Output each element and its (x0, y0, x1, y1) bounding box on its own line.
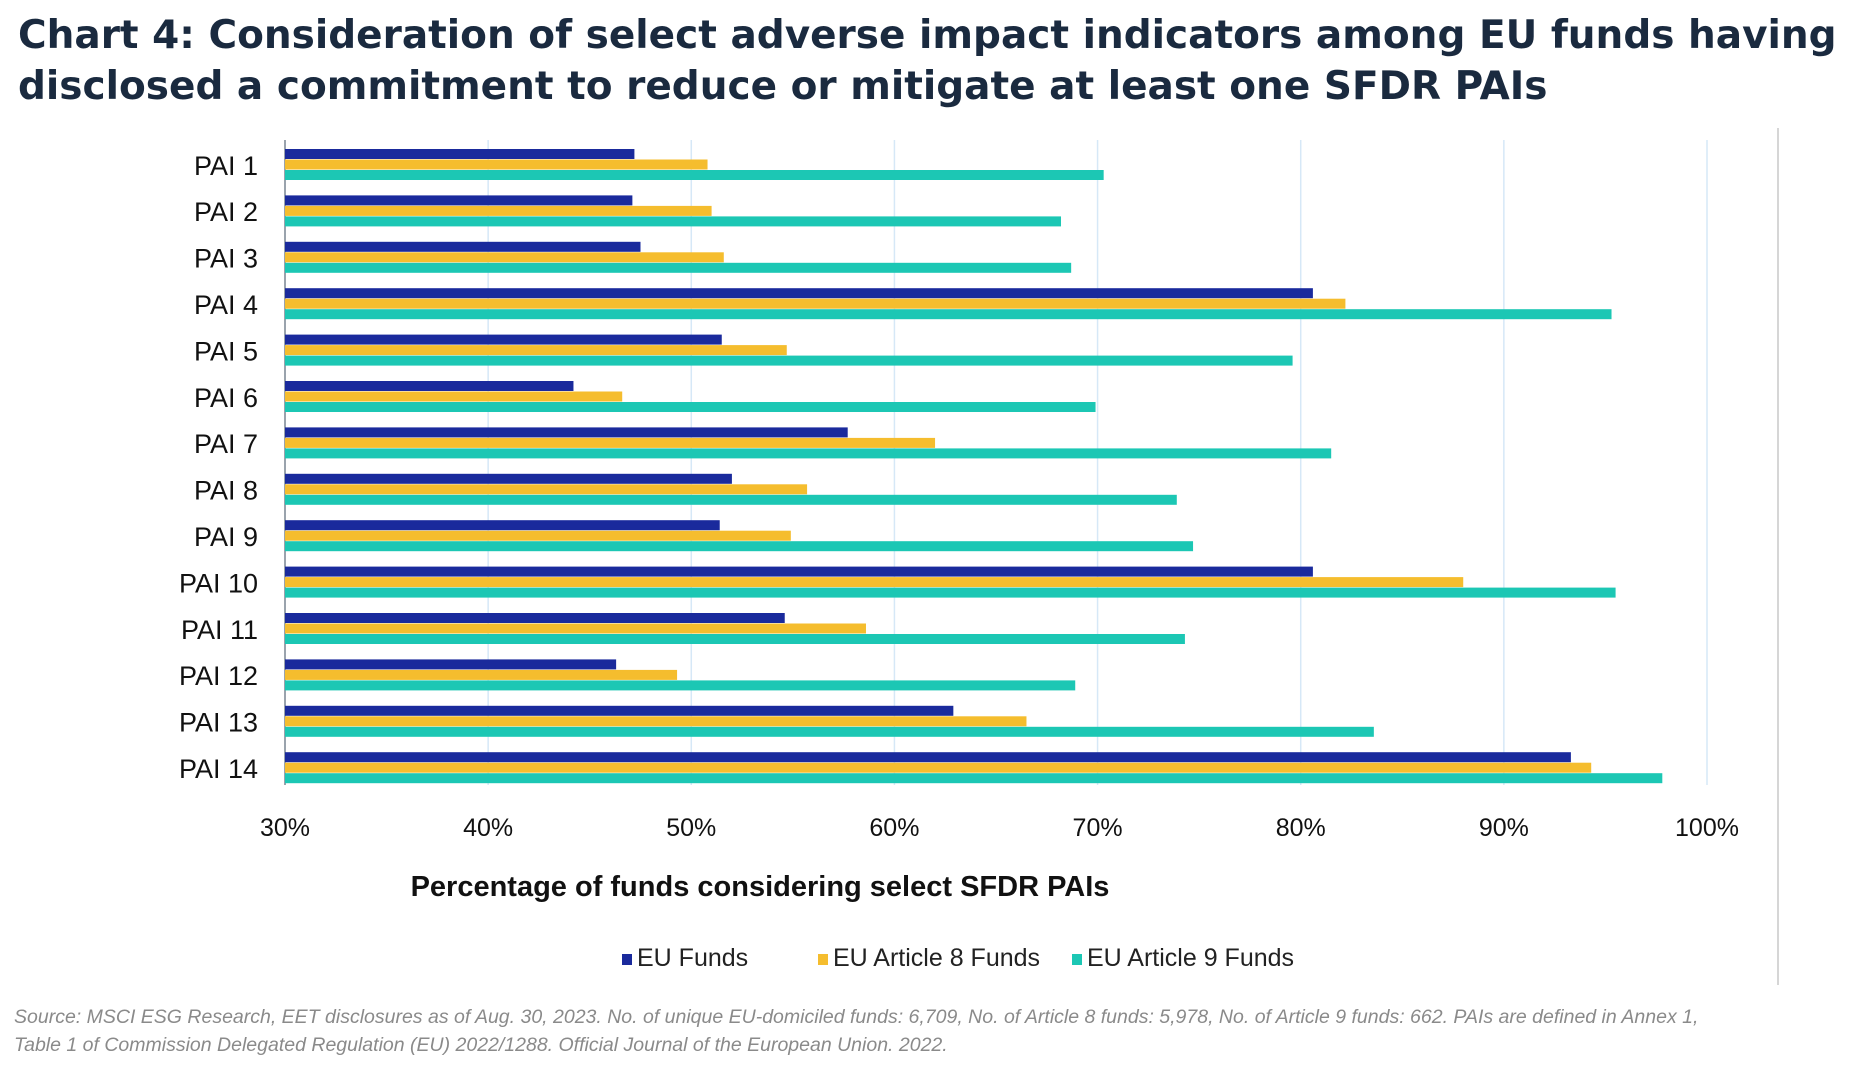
bar-pai-12-eu-article-8-funds (285, 669, 678, 680)
x-tick-label: 100% (1675, 814, 1739, 842)
bar-pai-8-eu-funds (285, 473, 732, 484)
category-label: PAI 2 (194, 197, 258, 227)
category-label: PAI 7 (194, 429, 258, 459)
bar-pai-11-eu-article-9-funds (285, 634, 1185, 644)
bar-pai-10-eu-article-9-funds (285, 587, 1616, 598)
bar-pai-8-eu-article-8-funds (285, 484, 808, 495)
chart-title: Chart 4: Consideration of select adverse… (18, 10, 1848, 112)
bar-pai-11-eu-article-8-funds (285, 623, 866, 634)
legend-label: EU Funds (637, 944, 748, 972)
bar-pai-4-eu-article-8-funds (285, 298, 1346, 309)
x-tick-label: 40% (463, 814, 513, 842)
category-label: PAI 5 (194, 336, 258, 366)
legend: EU Funds EU Article 8 Funds EU Article 9 F… (622, 944, 1294, 972)
bar-pai-9-eu-article-9-funds (285, 541, 1194, 552)
bar-pai-2-eu-article-8-funds (285, 205, 712, 216)
category-label: PAI 9 (194, 522, 258, 552)
category-label: PAI 13 (179, 708, 258, 738)
bar-chart: PAI 1 PAI 2 PAI 3 PAI 4 PAI 5 PAI 6 PAI 7 PAI 8… (179, 128, 1779, 985)
bar-pai-14-eu-article-9-funds (285, 773, 1663, 784)
x-tick-labels: 30% 40% 50% 60% 70% 80% 90% 100% (260, 814, 1739, 842)
category-label: PAI 10 (179, 568, 258, 598)
category-label: PAI 12 (179, 661, 258, 691)
x-tick-label: 90% (1479, 814, 1529, 842)
bar-pai-14-eu-article-8-funds (285, 762, 1592, 773)
legend-swatch (818, 954, 828, 965)
bar-pai-7-eu-funds (285, 427, 848, 438)
bar-pai-13-eu-article-8-funds (285, 716, 1027, 727)
x-tick-label: 60% (869, 814, 919, 842)
bar-pai-7-eu-article-8-funds (285, 437, 936, 448)
source-line-2: Table 1 of Commission Delegated Regulati… (14, 1034, 948, 1056)
bar-pai-6-eu-funds (285, 381, 574, 391)
category-label: PAI 1 (194, 151, 258, 181)
category-labels: PAI 1 PAI 2 PAI 3 PAI 4 PAI 5 PAI 6 PAI 7 PAI 8… (179, 151, 258, 784)
bar-pai-5-eu-article-9-funds (285, 355, 1293, 366)
bar-pai-13-eu-article-9-funds (285, 726, 1374, 737)
bar-pai-10-eu-funds (285, 566, 1313, 577)
category-label: PAI 4 (194, 290, 258, 320)
source-note: Source: MSCI ESG Research, EET disclosur… (14, 1003, 1864, 1059)
bar-pai-7-eu-article-9-funds (285, 448, 1332, 459)
x-tick-label: 30% (260, 814, 310, 842)
category-label: PAI 6 (194, 383, 258, 413)
bar-pai-1-eu-funds (285, 149, 635, 159)
chart-title-line-2: disclosed a commitment to reduce or miti… (18, 64, 1548, 109)
bar-pai-3-eu-article-8-funds (285, 252, 724, 263)
x-axis-label: Percentage of funds considering select S… (411, 871, 1110, 903)
bar-pai-1-eu-article-9-funds (285, 170, 1104, 180)
bar-pai-13-eu-funds (285, 705, 954, 716)
chart-title-line-1: Chart 4: Consideration of select adverse… (18, 13, 1837, 58)
bar-pai-3-eu-article-9-funds (285, 262, 1072, 273)
bar-pai-12-eu-funds (285, 659, 617, 670)
bar-pai-1-eu-article-8-funds (285, 159, 708, 170)
bar-pai-5-eu-funds (285, 334, 722, 345)
bar-pai-3-eu-funds (285, 241, 641, 252)
bar-pai-11-eu-funds (285, 613, 785, 623)
bar-pai-4-eu-funds (285, 288, 1313, 299)
bar-pai-12-eu-article-9-funds (285, 680, 1076, 691)
category-label: PAI 8 (194, 476, 258, 506)
bar-pai-2-eu-funds (285, 195, 633, 206)
category-label: PAI 3 (194, 244, 258, 274)
bar-pai-6-eu-article-8-funds (285, 391, 623, 402)
legend-swatch (622, 954, 632, 965)
bar-pai-8-eu-article-9-funds (285, 494, 1177, 505)
x-tick-label: 80% (1276, 814, 1326, 842)
bar-pai-10-eu-article-8-funds (285, 577, 1464, 588)
legend-label: EU Article 8 Funds (833, 944, 1040, 972)
bar-pai-4-eu-article-9-funds (285, 309, 1612, 320)
category-label: PAI 14 (179, 754, 258, 784)
legend-swatch (1072, 954, 1082, 965)
bar-pai-5-eu-article-8-funds (285, 345, 787, 356)
x-tick-label: 70% (1073, 814, 1123, 842)
bar-pai-6-eu-article-9-funds (285, 402, 1096, 412)
bar-pai-2-eu-article-9-funds (285, 216, 1062, 227)
bar-pai-9-eu-funds (285, 520, 720, 531)
x-tick-label: 50% (666, 814, 716, 842)
source-line-1: Source: MSCI ESG Research, EET disclosur… (14, 1006, 1699, 1028)
bar-pai-14-eu-funds (285, 752, 1571, 763)
bar-pai-9-eu-article-8-funds (285, 530, 791, 541)
category-label: PAI 11 (181, 615, 258, 645)
legend-label: EU Article 9 Funds (1087, 944, 1294, 972)
bars (285, 149, 1663, 784)
